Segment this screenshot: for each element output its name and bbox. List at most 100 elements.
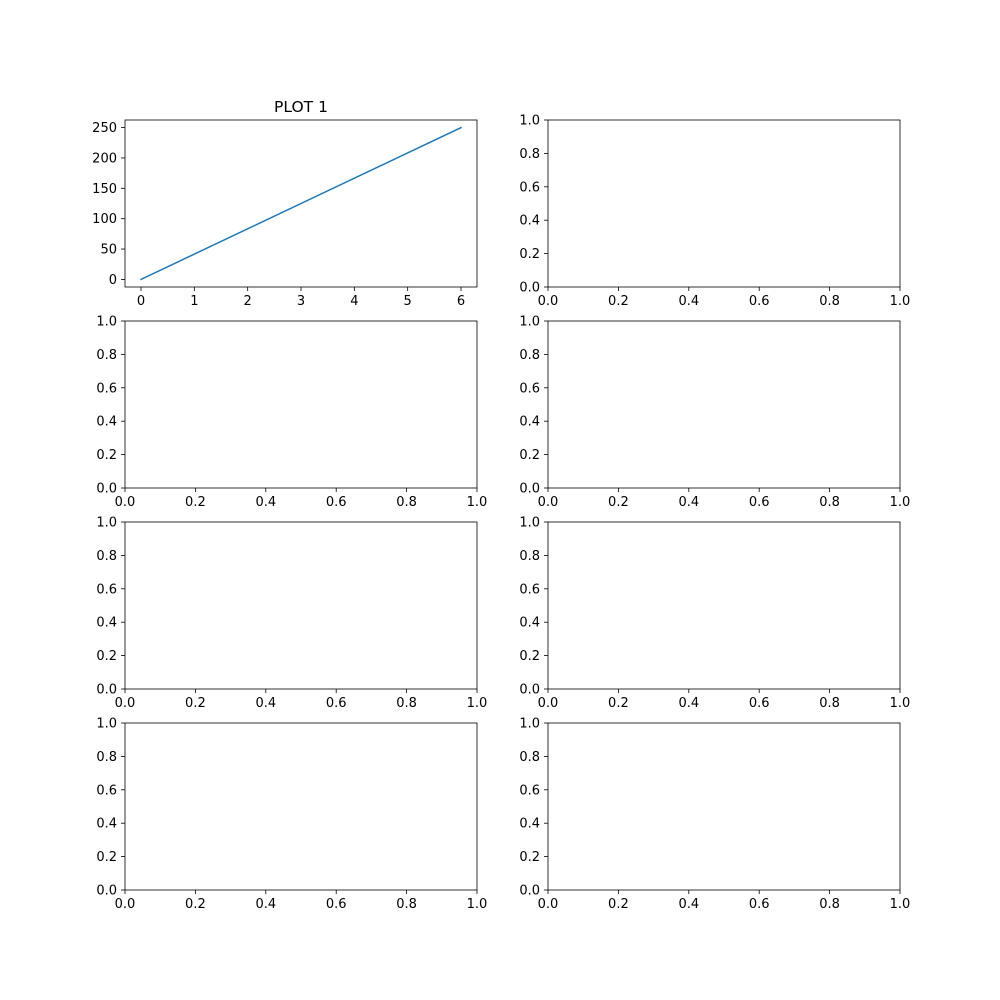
y-tick-label: 1.0 (96, 516, 117, 531)
x-tick-label: 0.4 (255, 897, 276, 912)
y-tick-label: 0.8 (519, 750, 540, 765)
y-tick-label: 1.0 (96, 717, 117, 732)
x-tick-label: 0.6 (326, 897, 347, 912)
x-tick-label: 1.0 (890, 294, 911, 309)
subplot-4: 0.0 0.2 0.4 0.6 0.8 1.0 0.0 0.2 0.4 0.6 0.8 1.0 (519, 315, 910, 511)
y-tick-label: 0.6 (519, 582, 540, 597)
y-tick-label: 0.2 (96, 649, 117, 664)
x-tick-label: 0.2 (608, 294, 629, 309)
x-tick-label: 0.0 (538, 897, 559, 912)
x-tick-label: 0.8 (819, 495, 840, 510)
y-tick-label: 1.0 (519, 717, 540, 732)
x-tick-label: 0.0 (115, 495, 136, 510)
x-tick-label: 1 (190, 294, 198, 309)
y-tick-label: 1.0 (519, 516, 540, 531)
y-tick-label: 0.0 (519, 482, 540, 497)
y-tick-label: 0.8 (519, 549, 540, 564)
x-tick-label: 0.0 (538, 294, 559, 309)
y-tick-label: 0.4 (519, 214, 540, 229)
axes-frame (547, 320, 901, 489)
y-tick-label: 0.6 (96, 381, 117, 396)
x-tick-label: 0.8 (819, 696, 840, 711)
y-tick-label: 0.6 (519, 783, 540, 798)
axes-frame (547, 521, 901, 690)
x-tick-label: 0.6 (749, 696, 770, 711)
y-tick-label: 0.8 (519, 147, 540, 162)
subplot-5: 0.0 0.2 0.4 0.6 0.8 1.0 0.0 0.2 0.4 0.6 0.8 1.0 (96, 516, 487, 712)
x-tick-label: 3 (297, 294, 305, 309)
y-tick-label: 0.6 (519, 381, 540, 396)
y-tick-label: 0.2 (96, 448, 117, 463)
y-tick-label: 0.0 (96, 482, 117, 497)
y-tick-label: 200 (92, 151, 117, 166)
x-tick-label: 1.0 (890, 897, 911, 912)
x-tick-label: 0.2 (185, 696, 206, 711)
x-tick-label: 0 (137, 294, 145, 309)
y-tick-label: 0.0 (96, 884, 117, 899)
y-tick-label: 0.4 (519, 415, 540, 430)
x-tick-label: 2 (244, 294, 252, 309)
x-tick-label: 1.0 (467, 495, 488, 510)
y-tick-label: 0.2 (519, 247, 540, 262)
y-tick-label: 100 (92, 212, 117, 227)
x-tick-label: 0.0 (115, 897, 136, 912)
x-tick-label: 4 (350, 294, 358, 309)
x-tick-label: 0.4 (678, 495, 699, 510)
y-tick-label: 0 (109, 273, 117, 288)
y-tick-label: 0.8 (96, 750, 117, 765)
y-tick-label: 0.4 (519, 817, 540, 832)
x-tick-label: 0.0 (538, 696, 559, 711)
y-tick-label: 0.8 (519, 348, 540, 363)
subplot-7: 0.0 0.2 0.4 0.6 0.8 1.0 0.0 0.2 0.4 0.6 0.8 1.0 (96, 717, 487, 913)
x-tick-label: 0.2 (608, 495, 629, 510)
y-tick-label: 0.4 (96, 616, 117, 631)
x-tick-label: 0.0 (115, 696, 136, 711)
x-tick-label: 0.6 (326, 696, 347, 711)
series-line-1 (140, 126, 462, 281)
x-tick-label: 0.2 (185, 897, 206, 912)
x-tick-label: 0.8 (819, 897, 840, 912)
x-tick-label: 0.6 (326, 495, 347, 510)
y-tick-label: 0.4 (96, 415, 117, 430)
y-tick-label: 0.0 (519, 884, 540, 899)
y-tick-label: 0.4 (96, 817, 117, 832)
y-tick-label: 0.2 (96, 850, 117, 865)
y-tick-label: 1.0 (519, 315, 540, 330)
x-tick-label: 1.0 (467, 897, 488, 912)
subplot-2: 0.0 0.2 0.4 0.6 0.8 1.0 0.0 0.2 0.4 0.6 0.8 1.0 (519, 114, 910, 310)
x-tick-label: 1.0 (890, 495, 911, 510)
y-tick-label: 0.2 (519, 448, 540, 463)
axes-frame (547, 722, 901, 891)
y-tick-label: 0.8 (96, 549, 117, 564)
y-tick-label: 0.2 (519, 850, 540, 865)
y-tick-label: 1.0 (96, 315, 117, 330)
x-tick-label: 0.8 (396, 696, 417, 711)
subplot-6: 0.0 0.2 0.4 0.6 0.8 1.0 0.0 0.2 0.4 0.6 0.8 1.0 (519, 516, 910, 712)
x-tick-label: 0.4 (678, 897, 699, 912)
x-tick-label: 0.8 (396, 495, 417, 510)
y-tick-label: 0.0 (96, 683, 117, 698)
y-tick-label: 0.8 (96, 348, 117, 363)
y-tick-label: 0.6 (519, 180, 540, 195)
x-tick-label: 0.2 (608, 897, 629, 912)
y-tick-label: 250 (92, 121, 117, 136)
axes-frame (124, 521, 478, 690)
x-tick-label: 0.8 (396, 897, 417, 912)
y-tick-label: 150 (92, 182, 117, 197)
y-tick-label: 0.0 (519, 281, 540, 296)
x-tick-label: 0.4 (678, 696, 699, 711)
axes-frame (124, 722, 478, 891)
y-tick-label: 0.4 (519, 616, 540, 631)
x-tick-label: 0.6 (749, 897, 770, 912)
x-tick-label: 5 (404, 294, 412, 309)
y-tick-label: 1.0 (519, 114, 540, 129)
y-tick-label: 0.6 (96, 582, 117, 597)
x-tick-label: 0.0 (538, 495, 559, 510)
x-tick-label: 0.6 (749, 495, 770, 510)
x-tick-label: 0.8 (819, 294, 840, 309)
y-tick-label: 0.6 (96, 783, 117, 798)
x-tick-label: 0.4 (255, 495, 276, 510)
axes-frame (124, 320, 478, 489)
y-tick-label: 50 (100, 243, 117, 258)
